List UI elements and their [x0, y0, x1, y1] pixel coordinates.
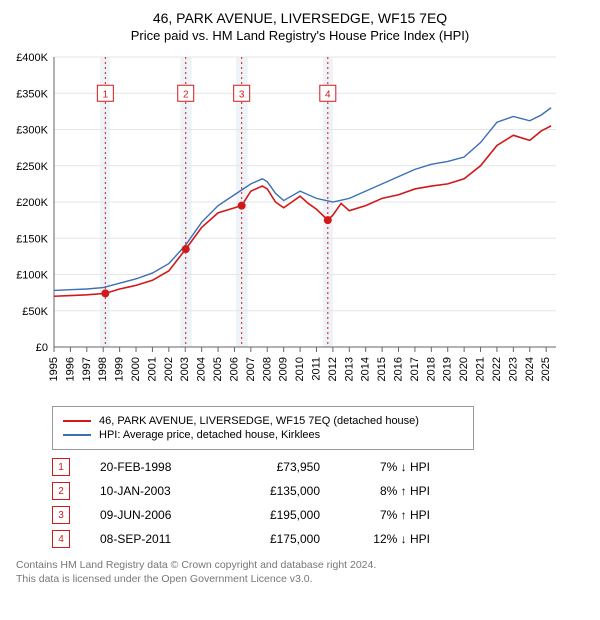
transaction-row: 3 09-JUN-2006 £195,000 7% ↑ HPI — [52, 506, 592, 524]
svg-text:£300K: £300K — [16, 125, 48, 137]
svg-text:£200K: £200K — [16, 197, 48, 209]
transaction-row: 4 08-SEP-2011 £175,000 12% ↓ HPI — [52, 530, 592, 548]
svg-text:1997: 1997 — [81, 357, 93, 381]
svg-text:2005: 2005 — [212, 357, 224, 381]
svg-text:2: 2 — [183, 89, 189, 100]
svg-text:£0: £0 — [36, 342, 48, 354]
transaction-delta: 12% ↓ HPI — [350, 532, 430, 546]
page: 46, PARK AVENUE, LIVERSEDGE, WF15 7EQ Pr… — [0, 0, 600, 596]
svg-text:2017: 2017 — [409, 357, 421, 381]
footer-line-1: Contains HM Land Registry data © Crown c… — [16, 558, 592, 572]
svg-text:2020: 2020 — [458, 357, 470, 381]
svg-text:2008: 2008 — [261, 357, 273, 381]
transaction-row: 2 10-JAN-2003 £135,000 8% ↑ HPI — [52, 482, 592, 500]
transaction-price: £195,000 — [240, 508, 320, 522]
legend-label: HPI: Average price, detached house, Kirk… — [99, 429, 320, 441]
legend-row: 46, PARK AVENUE, LIVERSEDGE, WF15 7EQ (d… — [63, 415, 463, 427]
transaction-delta: 8% ↑ HPI — [350, 484, 430, 498]
svg-text:2013: 2013 — [343, 357, 355, 381]
svg-text:2024: 2024 — [524, 357, 536, 381]
svg-text:2003: 2003 — [179, 357, 191, 381]
legend-swatch — [63, 434, 91, 436]
transaction-marker: 3 — [52, 506, 70, 524]
transaction-price: £175,000 — [240, 532, 320, 546]
transaction-delta: 7% ↑ HPI — [350, 508, 430, 522]
svg-text:4: 4 — [325, 89, 331, 100]
svg-text:2016: 2016 — [393, 357, 405, 381]
svg-text:£150K: £150K — [16, 233, 48, 245]
svg-text:2011: 2011 — [310, 357, 322, 381]
transaction-delta: 7% ↓ HPI — [350, 460, 430, 474]
svg-text:£100K: £100K — [16, 270, 48, 282]
transaction-marker: 4 — [52, 530, 70, 548]
svg-text:2004: 2004 — [196, 357, 208, 381]
svg-text:3: 3 — [239, 89, 245, 100]
svg-text:£50K: £50K — [22, 306, 48, 318]
transaction-row: 1 20-FEB-1998 £73,950 7% ↓ HPI — [52, 458, 592, 476]
svg-text:2010: 2010 — [294, 357, 306, 381]
svg-text:1995: 1995 — [48, 357, 60, 381]
transaction-price: £73,950 — [240, 460, 320, 474]
footer: Contains HM Land Registry data © Crown c… — [16, 558, 592, 586]
transaction-date: 10-JAN-2003 — [100, 484, 210, 498]
svg-text:2021: 2021 — [475, 357, 487, 381]
svg-text:2014: 2014 — [360, 357, 372, 381]
svg-text:2002: 2002 — [163, 357, 175, 381]
page-subtitle: Price paid vs. HM Land Registry's House … — [8, 28, 592, 43]
svg-text:2022: 2022 — [491, 357, 503, 381]
page-title: 46, PARK AVENUE, LIVERSEDGE, WF15 7EQ — [8, 10, 592, 26]
transaction-date: 08-SEP-2011 — [100, 532, 210, 546]
legend: 46, PARK AVENUE, LIVERSEDGE, WF15 7EQ (d… — [52, 406, 474, 450]
svg-text:2015: 2015 — [376, 357, 388, 381]
titles: 46, PARK AVENUE, LIVERSEDGE, WF15 7EQ Pr… — [8, 10, 592, 43]
legend-label: 46, PARK AVENUE, LIVERSEDGE, WF15 7EQ (d… — [99, 415, 419, 427]
svg-text:£400K: £400K — [16, 52, 48, 64]
svg-text:2001: 2001 — [146, 357, 158, 381]
transaction-date: 20-FEB-1998 — [100, 460, 210, 474]
svg-text:2009: 2009 — [278, 357, 290, 381]
transaction-price: £135,000 — [240, 484, 320, 498]
svg-text:2018: 2018 — [425, 357, 437, 381]
svg-text:1999: 1999 — [114, 357, 126, 381]
chart: £0 £50K £100K £150K £200K £250K £300K £350K £400… — [8, 51, 592, 396]
svg-text:£350K: £350K — [16, 88, 48, 100]
svg-text:1998: 1998 — [97, 357, 109, 381]
legend-swatch — [63, 420, 91, 422]
transactions-table: 1 20-FEB-1998 £73,950 7% ↓ HPI 2 10-JAN-2003 £… — [52, 458, 592, 548]
transaction-marker: 1 — [52, 458, 70, 476]
legend-row: HPI: Average price, detached house, Kirk… — [63, 429, 463, 441]
svg-text:2012: 2012 — [327, 357, 339, 381]
svg-text:2019: 2019 — [442, 357, 454, 381]
svg-text:2025: 2025 — [540, 357, 552, 381]
transaction-marker: 2 — [52, 482, 70, 500]
svg-text:2000: 2000 — [130, 357, 142, 381]
chart-svg: £0 £50K £100K £150K £200K £250K £300K £350K £400… — [8, 51, 568, 391]
transaction-date: 09-JUN-2006 — [100, 508, 210, 522]
footer-line-2: This data is licensed under the Open Gov… — [16, 572, 592, 586]
svg-text:2006: 2006 — [228, 357, 240, 381]
svg-text:1996: 1996 — [64, 357, 76, 381]
svg-text:1: 1 — [103, 89, 109, 100]
svg-text:2023: 2023 — [507, 357, 519, 381]
svg-text:£250K: £250K — [16, 161, 48, 173]
svg-text:2007: 2007 — [245, 357, 257, 381]
